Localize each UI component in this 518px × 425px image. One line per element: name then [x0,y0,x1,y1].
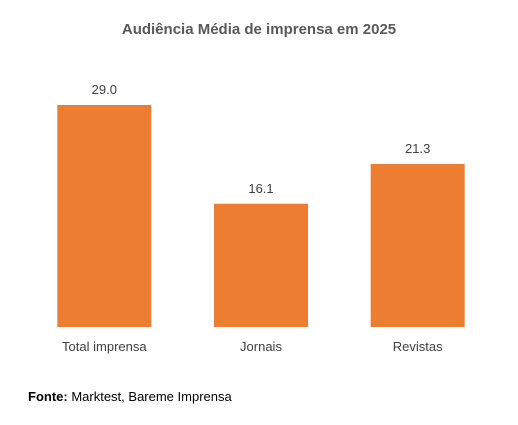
bars-layer [57,105,465,327]
value-labels-layer: 29.0 16.1 21.3 [92,82,431,196]
category-label-3: Revistas [393,339,443,354]
category-label-2: Jornais [240,339,282,354]
bar-2 [214,203,308,327]
category-label-1: Total imprensa [62,339,147,354]
value-label-2: 16.1 [248,181,273,196]
value-label-1: 29.0 [92,82,117,97]
value-label-3: 21.3 [405,141,430,156]
category-labels-layer: Total imprensa Jornais Revistas [62,339,443,354]
bar-3 [370,163,465,327]
source-note: Fonte: Marktest, Bareme Imprensa [28,389,232,404]
source-text: Marktest, Bareme Imprensa [67,389,232,404]
source-label: Fonte: [28,389,68,404]
chart-title: Audiência Média de imprensa em 2025 [121,21,397,38]
bar-1 [57,105,152,327]
